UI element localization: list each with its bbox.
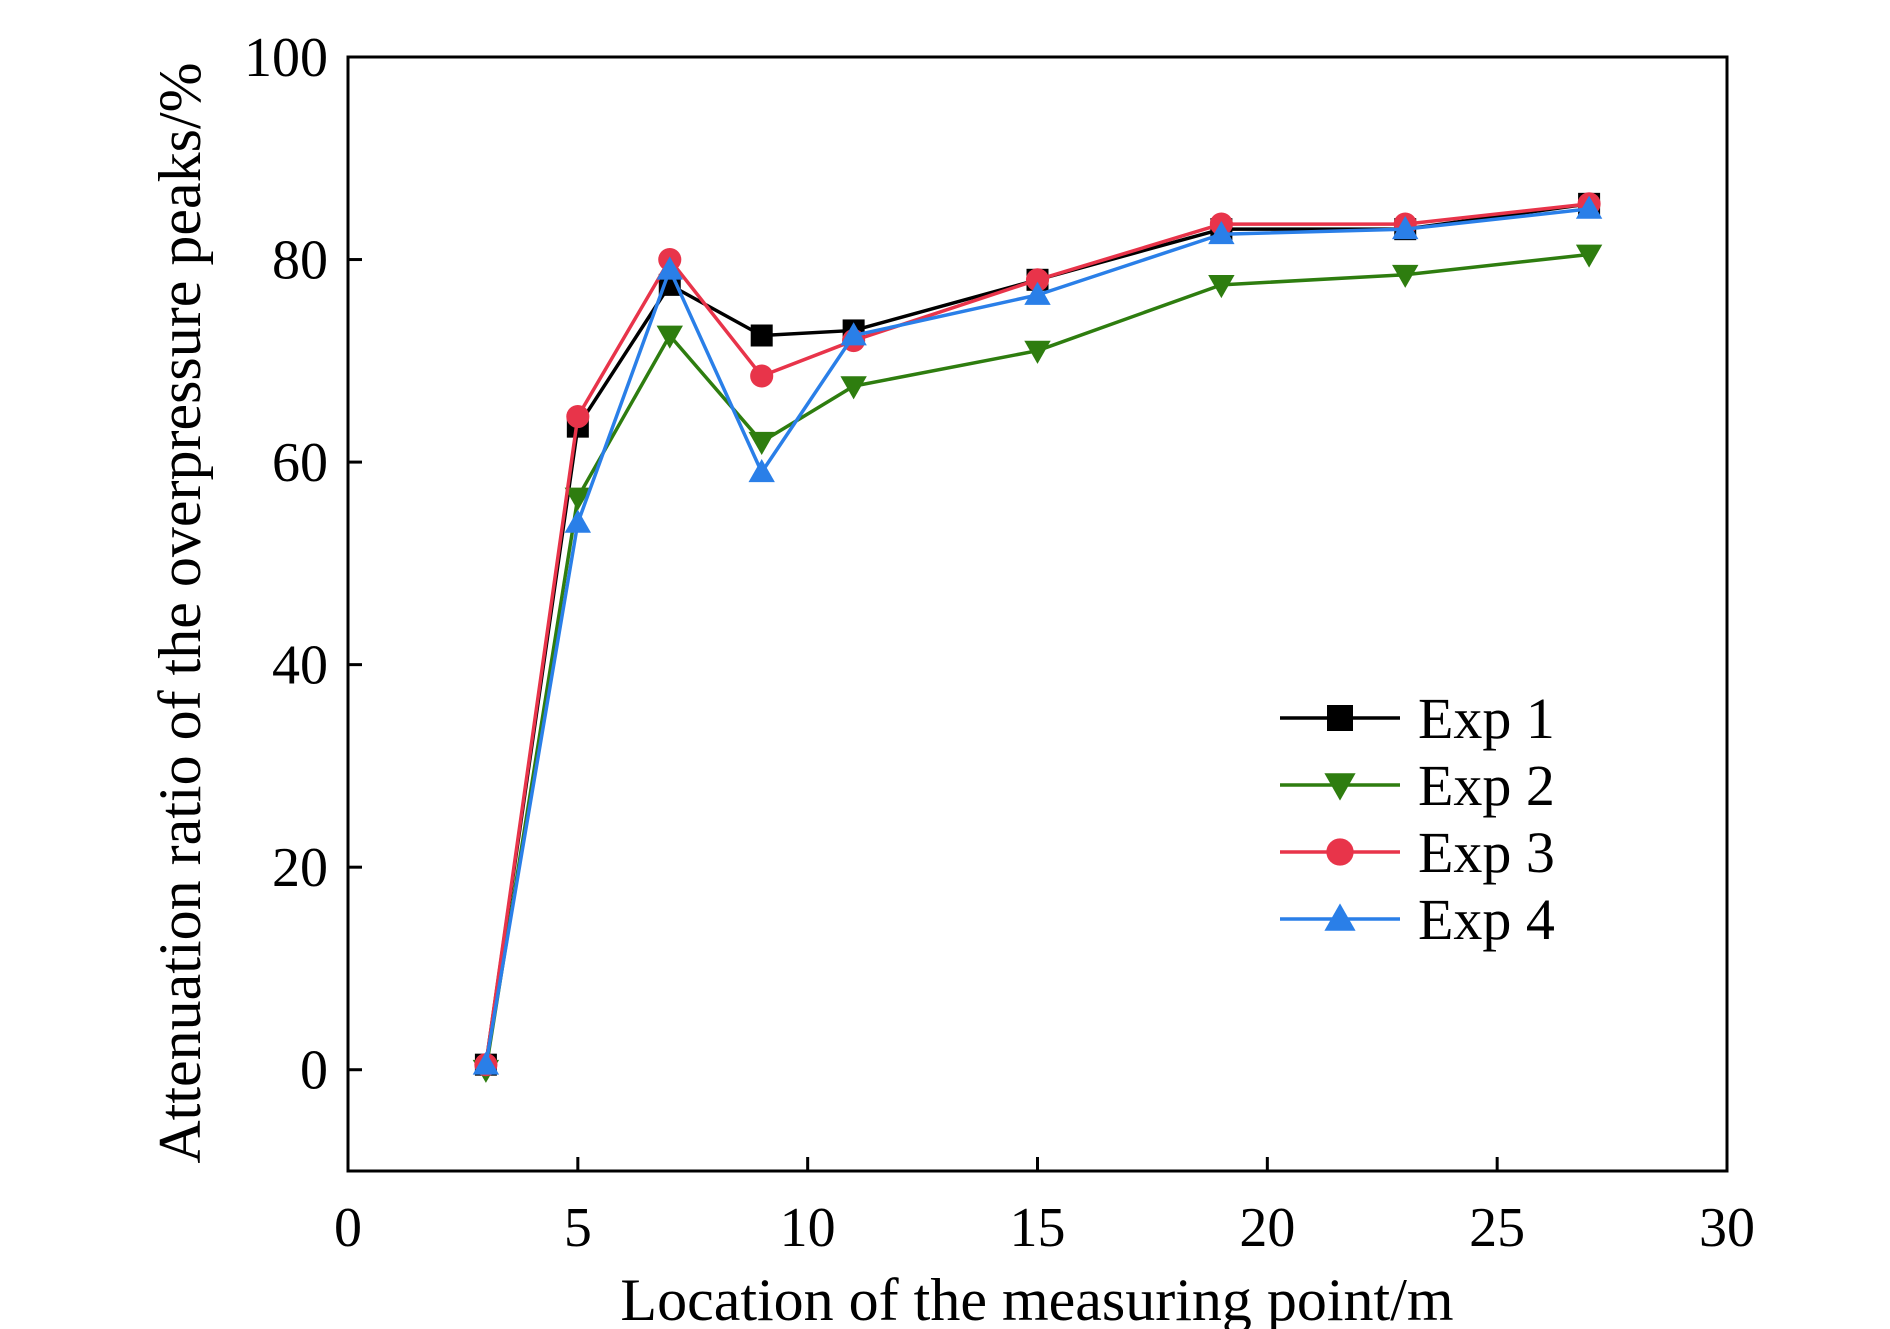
data-point: [1575, 244, 1603, 268]
y-tick-label: 80: [272, 230, 328, 292]
legend-marker: [1327, 705, 1353, 731]
legend-item: Exp 1: [1280, 686, 1555, 751]
series-exp-4: [472, 195, 1603, 1075]
x-tick-label: 5: [564, 1197, 592, 1259]
data-point: [748, 459, 775, 483]
x-tick-label: 10: [780, 1197, 836, 1259]
x-tick-label: 20: [1239, 1197, 1295, 1259]
data-point: [656, 256, 683, 280]
x-tick-label: 0: [334, 1197, 362, 1259]
data-point: [750, 324, 773, 347]
data-point: [656, 325, 683, 349]
x-axis-title: Location of the measuring point/m: [620, 1267, 1453, 1329]
data-point: [1575, 195, 1603, 219]
plot-frame: [346, 55, 1729, 1173]
series-exp-2: [472, 244, 1603, 1083]
data-point: [1025, 268, 1050, 292]
data-point: [566, 404, 590, 429]
data-point: [750, 364, 774, 388]
y-tick-label: 100: [244, 27, 328, 89]
data-point: [1208, 221, 1235, 245]
legend-label: Exp 2: [1418, 753, 1555, 818]
legend-marker: [1324, 903, 1356, 931]
y-tick-label: 20: [272, 837, 328, 899]
series-layer: [472, 192, 1603, 1083]
x-tick-label: 15: [1010, 1197, 1066, 1259]
y-axis-title: Attenuation ratio of the overpressure pe…: [147, 62, 213, 1163]
y-tick-label: 0: [300, 1040, 328, 1102]
legend-marker: [1326, 838, 1354, 866]
data-point: [748, 431, 775, 456]
x-tick-label: 30: [1699, 1197, 1755, 1259]
data-point: [564, 487, 592, 511]
data-point: [1392, 264, 1419, 288]
data-point: [564, 509, 592, 533]
data-point: [840, 322, 867, 346]
legend-label: Exp 3: [1418, 820, 1555, 885]
x-tick-label: 25: [1469, 1197, 1525, 1259]
data-point: [1392, 215, 1419, 240]
legend-label: Exp 1: [1418, 686, 1555, 751]
y-tick-label: 60: [272, 432, 328, 494]
data-point: [1208, 274, 1235, 299]
data-point: [1024, 281, 1051, 305]
data-point: [1024, 340, 1051, 364]
legend-item: Exp 4: [1280, 887, 1555, 952]
legend-marker: [1324, 773, 1356, 801]
data-point: [472, 1051, 500, 1075]
legend-label: Exp 4: [1418, 887, 1555, 952]
axis-ticks: 0 5 10 15 20 25 30 0 20 40 60 80 100: [244, 27, 1755, 1259]
legend-item: Exp 2: [1280, 753, 1555, 818]
data-point: [840, 376, 867, 400]
y-tick-label: 40: [272, 635, 328, 697]
legend-item: Exp 3: [1280, 820, 1555, 885]
